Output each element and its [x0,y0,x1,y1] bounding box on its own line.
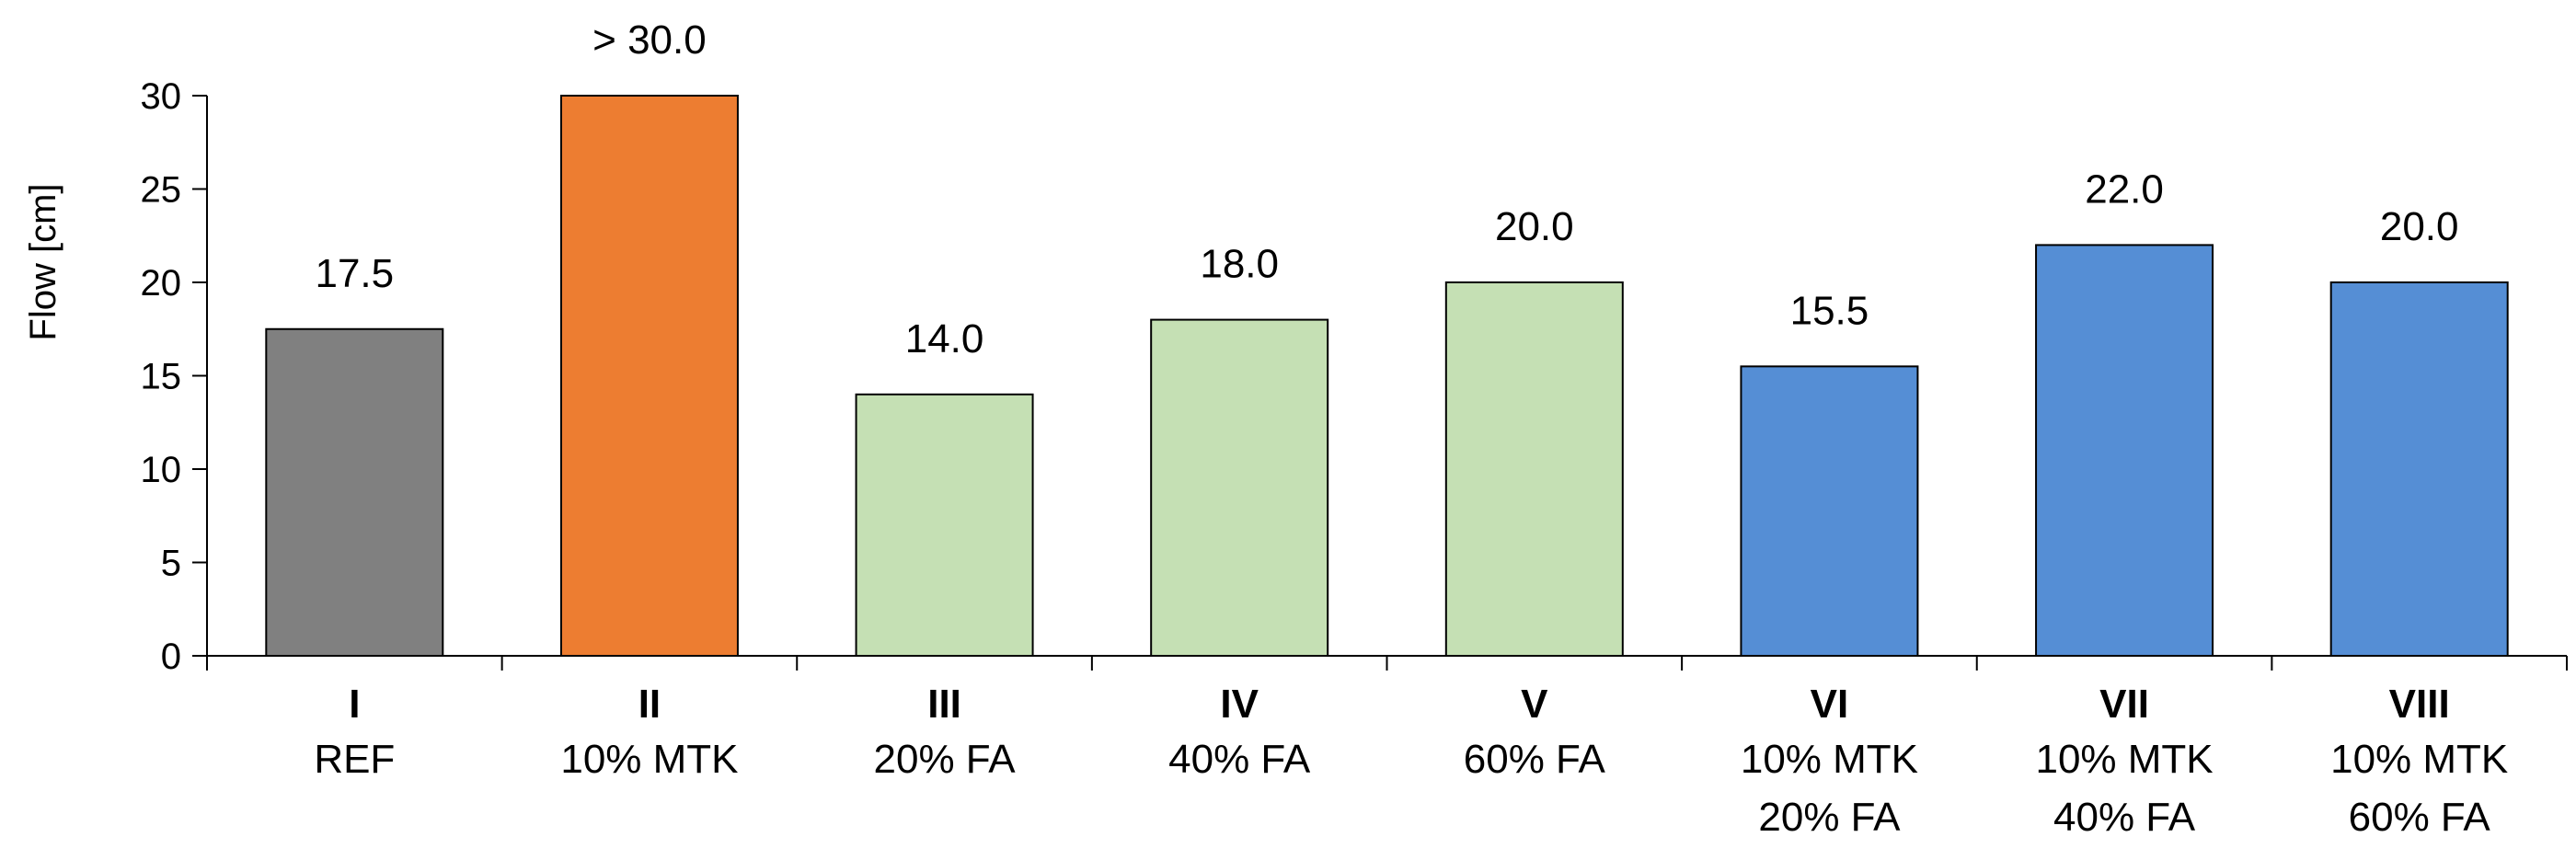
x-tick-label-desc: 40% FA [1168,737,1311,782]
bar [2329,281,2509,657]
y-axis-title: Flow [cm] [23,183,63,340]
data-label: 20.0 [1495,204,1574,249]
bar [559,95,739,657]
y-axis: 0 5 10 15 20 25 30 [141,76,208,677]
bar [1444,281,1624,657]
y-tick-label: 5 [161,544,181,584]
data-label: 14.0 [905,316,984,361]
bar [1740,365,1919,657]
bar [265,327,444,657]
x-tick-label-roman: VI [1811,682,1849,727]
x-tick-label-roman: III [927,682,961,727]
data-label: 15.5 [1790,288,1869,333]
y-tick-label: 30 [141,76,182,117]
bars: 17.5 > 30.0 14.0 18.0 20.0 15.5 22.0 20.0 [265,17,2509,657]
x-tick-label-desc: 60% FA [2349,795,2491,840]
x-tick-label-desc: REF [314,737,395,782]
y-tick-label: 20 [141,263,182,304]
bar [855,393,1034,657]
y-tick-label: 10 [141,450,182,490]
x-tick-label-desc: 20% FA [1758,795,1901,840]
x-tick-label-desc: 10% MTK [2330,737,2508,782]
x-tick-label-roman: IV [1220,682,1259,727]
data-label: 17.5 [315,251,394,296]
y-tick-label: 0 [161,636,181,677]
x-tick-label-desc: 40% FA [2053,795,2196,840]
y-tick-label: 25 [141,170,182,211]
data-label: > 30.0 [592,17,707,63]
y-tick-label: 15 [141,357,182,397]
x-tick-label-desc: 10% MTK [1741,737,1918,782]
x-tick-label-roman: VII [2099,682,2149,727]
data-label: 20.0 [2380,204,2459,249]
data-label: 18.0 [1200,242,1279,287]
x-tick-label-roman: II [638,682,661,727]
x-tick-label-desc: 60% FA [1464,737,1606,782]
x-axis: I REF II 10% MTK III 20% FA IV 40% FA V 60% FA VI 1… [206,655,2568,840]
x-tick-label-desc: 20% FA [874,737,1017,782]
x-tick-label-roman: I [349,682,360,727]
x-tick-label-desc: 10% MTK [560,737,738,782]
bar [1150,318,1329,657]
x-tick-label-roman: V [1521,682,1548,727]
bar [2035,244,2214,657]
x-tick-label-roman: VIII [2389,682,2450,727]
x-tick-label-desc: 10% MTK [2035,737,2213,782]
data-label: 22.0 [2085,166,2164,212]
